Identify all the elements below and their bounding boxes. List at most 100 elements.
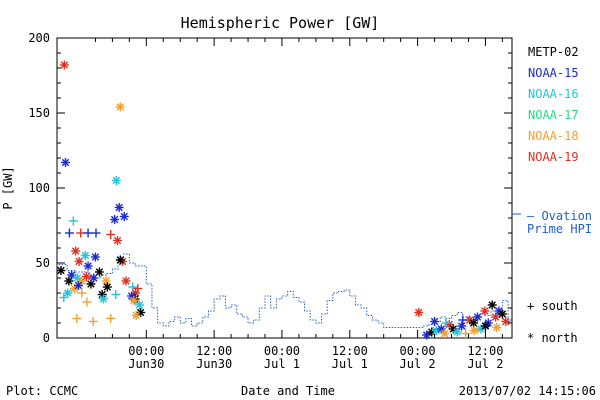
data-points bbox=[56, 60, 511, 340]
data-point-noaa-15-north bbox=[436, 324, 446, 334]
x-axis-label: Date and Time bbox=[241, 384, 335, 398]
data-point-noaa-16-north bbox=[80, 251, 90, 260]
ovation-step-line bbox=[58, 253, 513, 328]
legend-entry-noaa-15: NOAA-15 bbox=[528, 66, 579, 80]
plot-border bbox=[56, 37, 513, 339]
data-point-noaa-19-north bbox=[112, 236, 122, 245]
data-point-noaa-18-south bbox=[82, 297, 92, 307]
footer-plot-credit: Plot: CCMC bbox=[6, 384, 78, 398]
data-point-metp-02-north bbox=[497, 309, 507, 319]
data-point-metp-02-north bbox=[102, 282, 112, 292]
data-point-noaa-16-south bbox=[441, 318, 451, 328]
x-tick-label-time: 12:00 bbox=[332, 344, 368, 358]
y-tick-label: 0 bbox=[43, 331, 50, 345]
chart-title: Hemispheric Power [GW] bbox=[181, 14, 380, 32]
symbol-south-label: + south bbox=[527, 299, 578, 313]
legend-entry-noaa-17: NOAA-17 bbox=[528, 108, 579, 122]
data-point-noaa-18-south bbox=[106, 314, 116, 323]
data-point-noaa-19-north bbox=[414, 308, 424, 317]
data-point-metp-02-north bbox=[487, 300, 497, 310]
data-point-noaa-16-north bbox=[452, 327, 462, 337]
y-tick-label: 200 bbox=[28, 31, 50, 45]
data-point-noaa-16-south bbox=[59, 293, 69, 302]
x-tick-label-time: 12:00 bbox=[467, 344, 503, 358]
data-point-noaa-15-north bbox=[119, 212, 129, 221]
data-point-noaa-16-south bbox=[111, 290, 121, 299]
data-point-noaa-16-north bbox=[476, 324, 486, 334]
data-point-noaa-18-north bbox=[469, 326, 479, 335]
legend-entry-metp-02: METP-02 bbox=[528, 45, 579, 59]
axes: 05010015020000:00Jun3012:00Jun3000:00Jul… bbox=[28, 31, 512, 371]
data-point-noaa-19-north bbox=[121, 276, 131, 286]
x-tick-label-date: Jul 1 bbox=[332, 357, 368, 371]
data-point-noaa-15-north bbox=[110, 215, 120, 224]
data-point-noaa-18-north bbox=[492, 323, 502, 332]
data-point-noaa-18-south bbox=[88, 317, 98, 326]
data-point-noaa-15-north bbox=[60, 158, 70, 167]
x-tick-label-date: Jul 2 bbox=[400, 357, 436, 371]
legend-entry-noaa-19: NOAA-19 bbox=[528, 150, 579, 164]
data-point-noaa-15-north bbox=[89, 273, 99, 283]
data-point-noaa-19-north bbox=[74, 257, 84, 266]
data-point-noaa-16-north bbox=[72, 273, 82, 283]
ovation-prime-hpi-line bbox=[58, 253, 513, 328]
data-point-metp-02-north bbox=[480, 321, 490, 331]
data-point-noaa-16-south bbox=[68, 216, 78, 226]
y-tick-label: 100 bbox=[28, 181, 50, 195]
data-point-noaa-15-north bbox=[457, 321, 467, 331]
data-point-noaa-18-north bbox=[101, 276, 111, 286]
footer-timestamp: 2013/07/02 14:15:06 bbox=[459, 384, 596, 398]
data-point-metp-02-north bbox=[64, 276, 74, 286]
symbol-north-label: * north bbox=[527, 331, 578, 345]
x-tick-label-date: Jul 2 bbox=[467, 357, 503, 371]
x-tick-label-time: 00:00 bbox=[400, 344, 436, 358]
data-point-noaa-16-north bbox=[135, 300, 145, 310]
x-tick-label-date: Jun30 bbox=[196, 357, 232, 371]
y-tick-label: 50 bbox=[36, 256, 50, 270]
y-axis-label: P [GW] bbox=[1, 166, 15, 209]
data-point-noaa-15-north bbox=[114, 203, 124, 212]
data-point-noaa-18-north bbox=[129, 296, 139, 305]
plot-frame bbox=[56, 37, 513, 339]
data-point-noaa-15-north bbox=[473, 312, 483, 322]
data-point-noaa-16-north bbox=[98, 294, 108, 304]
data-point-noaa-15-north bbox=[83, 261, 93, 271]
data-point-noaa-18-north bbox=[131, 311, 141, 320]
data-point-noaa-19-north bbox=[81, 272, 91, 281]
data-point-noaa-15-north bbox=[90, 252, 100, 262]
x-tick-label-date: Jun30 bbox=[128, 357, 164, 371]
data-point-metp-02-north bbox=[115, 255, 125, 265]
data-point-noaa-19-south bbox=[133, 284, 143, 293]
data-point-noaa-18-north bbox=[115, 102, 125, 112]
y-tick-label: 150 bbox=[28, 106, 50, 120]
x-tick-label-time: 00:00 bbox=[264, 344, 300, 358]
data-point-noaa-19-north bbox=[71, 246, 81, 256]
legend: METP-02 NOAA-15 NOAA-16 NOAA-17 NOAA-18 NOAA-… bbox=[528, 45, 579, 164]
data-point-noaa-19-north bbox=[480, 306, 490, 316]
data-point-noaa-15-south bbox=[83, 228, 93, 238]
data-point-noaa-15-south bbox=[64, 228, 74, 238]
data-point-noaa-19-north bbox=[501, 317, 511, 326]
legend-entry-noaa-18: NOAA-18 bbox=[528, 129, 579, 143]
data-point-noaa-18-north bbox=[440, 329, 450, 338]
x-tick-label-time: 00:00 bbox=[128, 344, 164, 358]
data-point-metp-02-north bbox=[94, 267, 104, 277]
data-point-noaa-18-south bbox=[72, 314, 82, 323]
data-point-noaa-19-south bbox=[106, 230, 116, 239]
data-point-noaa-15-south bbox=[458, 315, 468, 325]
ovation-label-line2: Prime HPI bbox=[527, 222, 592, 236]
data-point-metp-02-north bbox=[56, 266, 66, 275]
data-point-noaa-15-north bbox=[73, 281, 83, 290]
legend-entry-noaa-16: NOAA-16 bbox=[528, 87, 579, 101]
data-point-noaa-19-north bbox=[59, 60, 69, 70]
x-tick-label-time: 12:00 bbox=[196, 344, 232, 358]
x-tick-label-date: Jul 1 bbox=[264, 357, 300, 371]
ovation-label-line1: – Ovation bbox=[527, 209, 592, 223]
data-point-noaa-18-south bbox=[77, 288, 87, 298]
data-point-metp-02-north bbox=[469, 318, 479, 328]
data-point-metp-02-north bbox=[136, 308, 146, 317]
data-point-noaa-18-south bbox=[461, 329, 471, 338]
data-point-noaa-16-north bbox=[63, 288, 73, 298]
data-point-noaa-15-south bbox=[91, 228, 101, 238]
